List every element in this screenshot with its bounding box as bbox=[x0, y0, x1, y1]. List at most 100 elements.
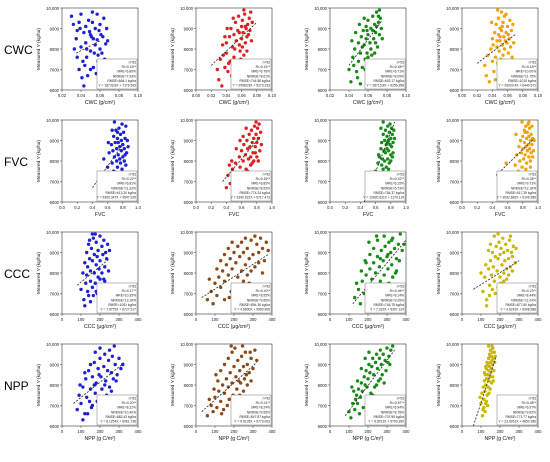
y-tick-label-p8-2: 8000 bbox=[450, 159, 460, 164]
data-point-p4-34 bbox=[508, 45, 513, 49]
data-point-p14-16 bbox=[232, 364, 236, 369]
x-tick-label-p10-2: 200 bbox=[231, 317, 239, 322]
data-point-p10-3 bbox=[213, 281, 217, 285]
data-point-p3-22 bbox=[370, 53, 374, 57]
y-tick-label-p13-2: 8000 bbox=[50, 383, 60, 388]
fit-line-p1 bbox=[76, 40, 101, 54]
data-point-p9-1 bbox=[81, 271, 85, 275]
stats-line-p16-4: RMSE=771.77 kg/ha bbox=[505, 415, 536, 419]
x-tick-label-p2-0: 0.00 bbox=[192, 93, 201, 98]
x-axis-label-p7: FVC bbox=[363, 212, 374, 218]
x-tick-label-p15-4: 400 bbox=[403, 429, 411, 434]
data-point-p12-51 bbox=[514, 246, 518, 251]
data-point-p6-49 bbox=[259, 142, 264, 147]
stats-line-p15-1: R²=0.57** bbox=[390, 401, 405, 405]
stats-line-p2-3: NRMSE=8.61% bbox=[247, 74, 270, 78]
x-tick-label-p5-1: 0.2 bbox=[74, 205, 80, 210]
data-point-p6-39 bbox=[255, 155, 259, 159]
data-point-p7-8 bbox=[379, 147, 383, 151]
data-point-p13-8 bbox=[88, 387, 93, 391]
stats-line-p3-5: Y = 28715.8X + 6256.358 bbox=[366, 84, 404, 88]
data-point-p6-24 bbox=[252, 124, 257, 128]
data-point-p2-42 bbox=[242, 8, 246, 12]
data-point-p14-5 bbox=[217, 389, 221, 393]
data-point-p7-33 bbox=[389, 144, 394, 149]
data-point-p2-25 bbox=[241, 30, 245, 35]
data-point-p14-37 bbox=[241, 389, 246, 393]
data-point-p11-49 bbox=[393, 271, 398, 275]
data-point-p14-24 bbox=[242, 377, 247, 381]
data-point-p4-37 bbox=[511, 22, 515, 27]
data-point-p11-2 bbox=[358, 302, 363, 306]
data-point-p16-45 bbox=[485, 360, 489, 365]
data-point-p4-15 bbox=[497, 49, 501, 53]
y-tick-label-p11-1: 7000 bbox=[318, 292, 328, 297]
data-point-p16-32 bbox=[492, 368, 496, 373]
data-point-p7-34 bbox=[389, 126, 394, 130]
x-tick-label-p8-1: 0.2 bbox=[474, 205, 480, 210]
x-tick-label-p12-0: 0 bbox=[461, 317, 464, 322]
data-point-p9-24 bbox=[96, 248, 100, 253]
data-point-p8-31 bbox=[529, 132, 533, 137]
stats-box-p16 bbox=[496, 394, 538, 426]
fit-line-p10 bbox=[201, 254, 269, 298]
y-tick-label-p15-0: 6000 bbox=[318, 424, 328, 429]
data-point-p10-6 bbox=[219, 285, 223, 290]
y-axis-label-p7: Measured Y (kg/ha) bbox=[304, 140, 310, 182]
data-point-p9-15 bbox=[90, 259, 95, 263]
data-point-p11-51 bbox=[354, 281, 359, 285]
x-tick-label-p13-2: 200 bbox=[97, 429, 105, 434]
x-tick-label-p8-4: 0.8 bbox=[520, 205, 526, 210]
data-point-p16-47 bbox=[488, 354, 492, 358]
data-point-p7-9 bbox=[379, 163, 384, 167]
x-tick-label-p9-4: 400 bbox=[135, 317, 143, 322]
data-point-p1-5 bbox=[79, 12, 83, 16]
stats-line-p1-4: RMSE=664.1 kg/ha bbox=[107, 79, 136, 83]
data-point-p2-14 bbox=[232, 55, 236, 59]
data-point-p9-41 bbox=[85, 289, 90, 294]
data-point-p3-20 bbox=[368, 41, 372, 45]
data-point-p8-30 bbox=[528, 159, 533, 163]
data-point-p1-7 bbox=[81, 59, 85, 63]
data-point-p3-10 bbox=[360, 65, 364, 70]
y-tick-label-p2-4: 10,000 bbox=[180, 6, 193, 11]
data-point-p12-17 bbox=[499, 246, 503, 251]
x-axis-label-p2: CWC (g/cm²) bbox=[219, 100, 250, 106]
data-point-p14-33 bbox=[226, 356, 230, 361]
data-point-p8-7 bbox=[518, 159, 522, 163]
stats-line-p12-1: R²=0.23** bbox=[522, 289, 537, 293]
data-point-p13-48 bbox=[92, 383, 97, 387]
x-tick-label-p5-2: 0.4 bbox=[89, 205, 95, 210]
data-point-p2-37 bbox=[226, 61, 231, 66]
data-point-p13-24 bbox=[107, 385, 112, 389]
x-tick-label-p9-3: 300 bbox=[116, 317, 124, 322]
x-axis-label-p13: NPP (g C/m²) bbox=[84, 436, 115, 442]
data-point-p4-47 bbox=[495, 39, 499, 43]
data-point-p11-41 bbox=[363, 259, 367, 263]
data-point-p10-4 bbox=[215, 293, 219, 298]
data-point-p10-21 bbox=[239, 240, 244, 244]
data-point-p9-0 bbox=[79, 287, 83, 292]
x-tick-label-p6-0: 0.0 bbox=[193, 205, 199, 210]
x-tick-label-p13-4: 400 bbox=[135, 429, 143, 434]
data-point-p11-38 bbox=[391, 275, 395, 279]
data-point-p10-16 bbox=[234, 261, 238, 265]
data-point-p2-2 bbox=[218, 57, 223, 61]
data-point-p10-7 bbox=[220, 269, 225, 273]
data-point-p6-43 bbox=[241, 134, 245, 139]
data-point-p13-5 bbox=[84, 377, 88, 381]
y-tick-label-p13-4: 10,000 bbox=[46, 342, 59, 347]
y-axis-label-p2: Measured Y (kg/ha) bbox=[170, 28, 176, 70]
y-tick-label-p10-2: 8000 bbox=[184, 271, 194, 276]
x-tick-label-p10-4: 400 bbox=[269, 317, 277, 322]
y-axis-label-p11: Measured Y (kg/ha) bbox=[304, 252, 310, 294]
data-point-p14-30 bbox=[253, 348, 257, 352]
data-point-p15-19 bbox=[373, 360, 378, 365]
data-point-p7-12 bbox=[381, 132, 385, 137]
data-point-p7-23 bbox=[386, 124, 390, 128]
data-point-p2-32 bbox=[247, 16, 251, 20]
stats-line-p12-2: MRE=8.44% bbox=[517, 294, 536, 298]
data-point-p15-20 bbox=[374, 352, 379, 356]
data-point-p5-22 bbox=[117, 126, 121, 130]
data-point-p15-30 bbox=[357, 412, 362, 416]
